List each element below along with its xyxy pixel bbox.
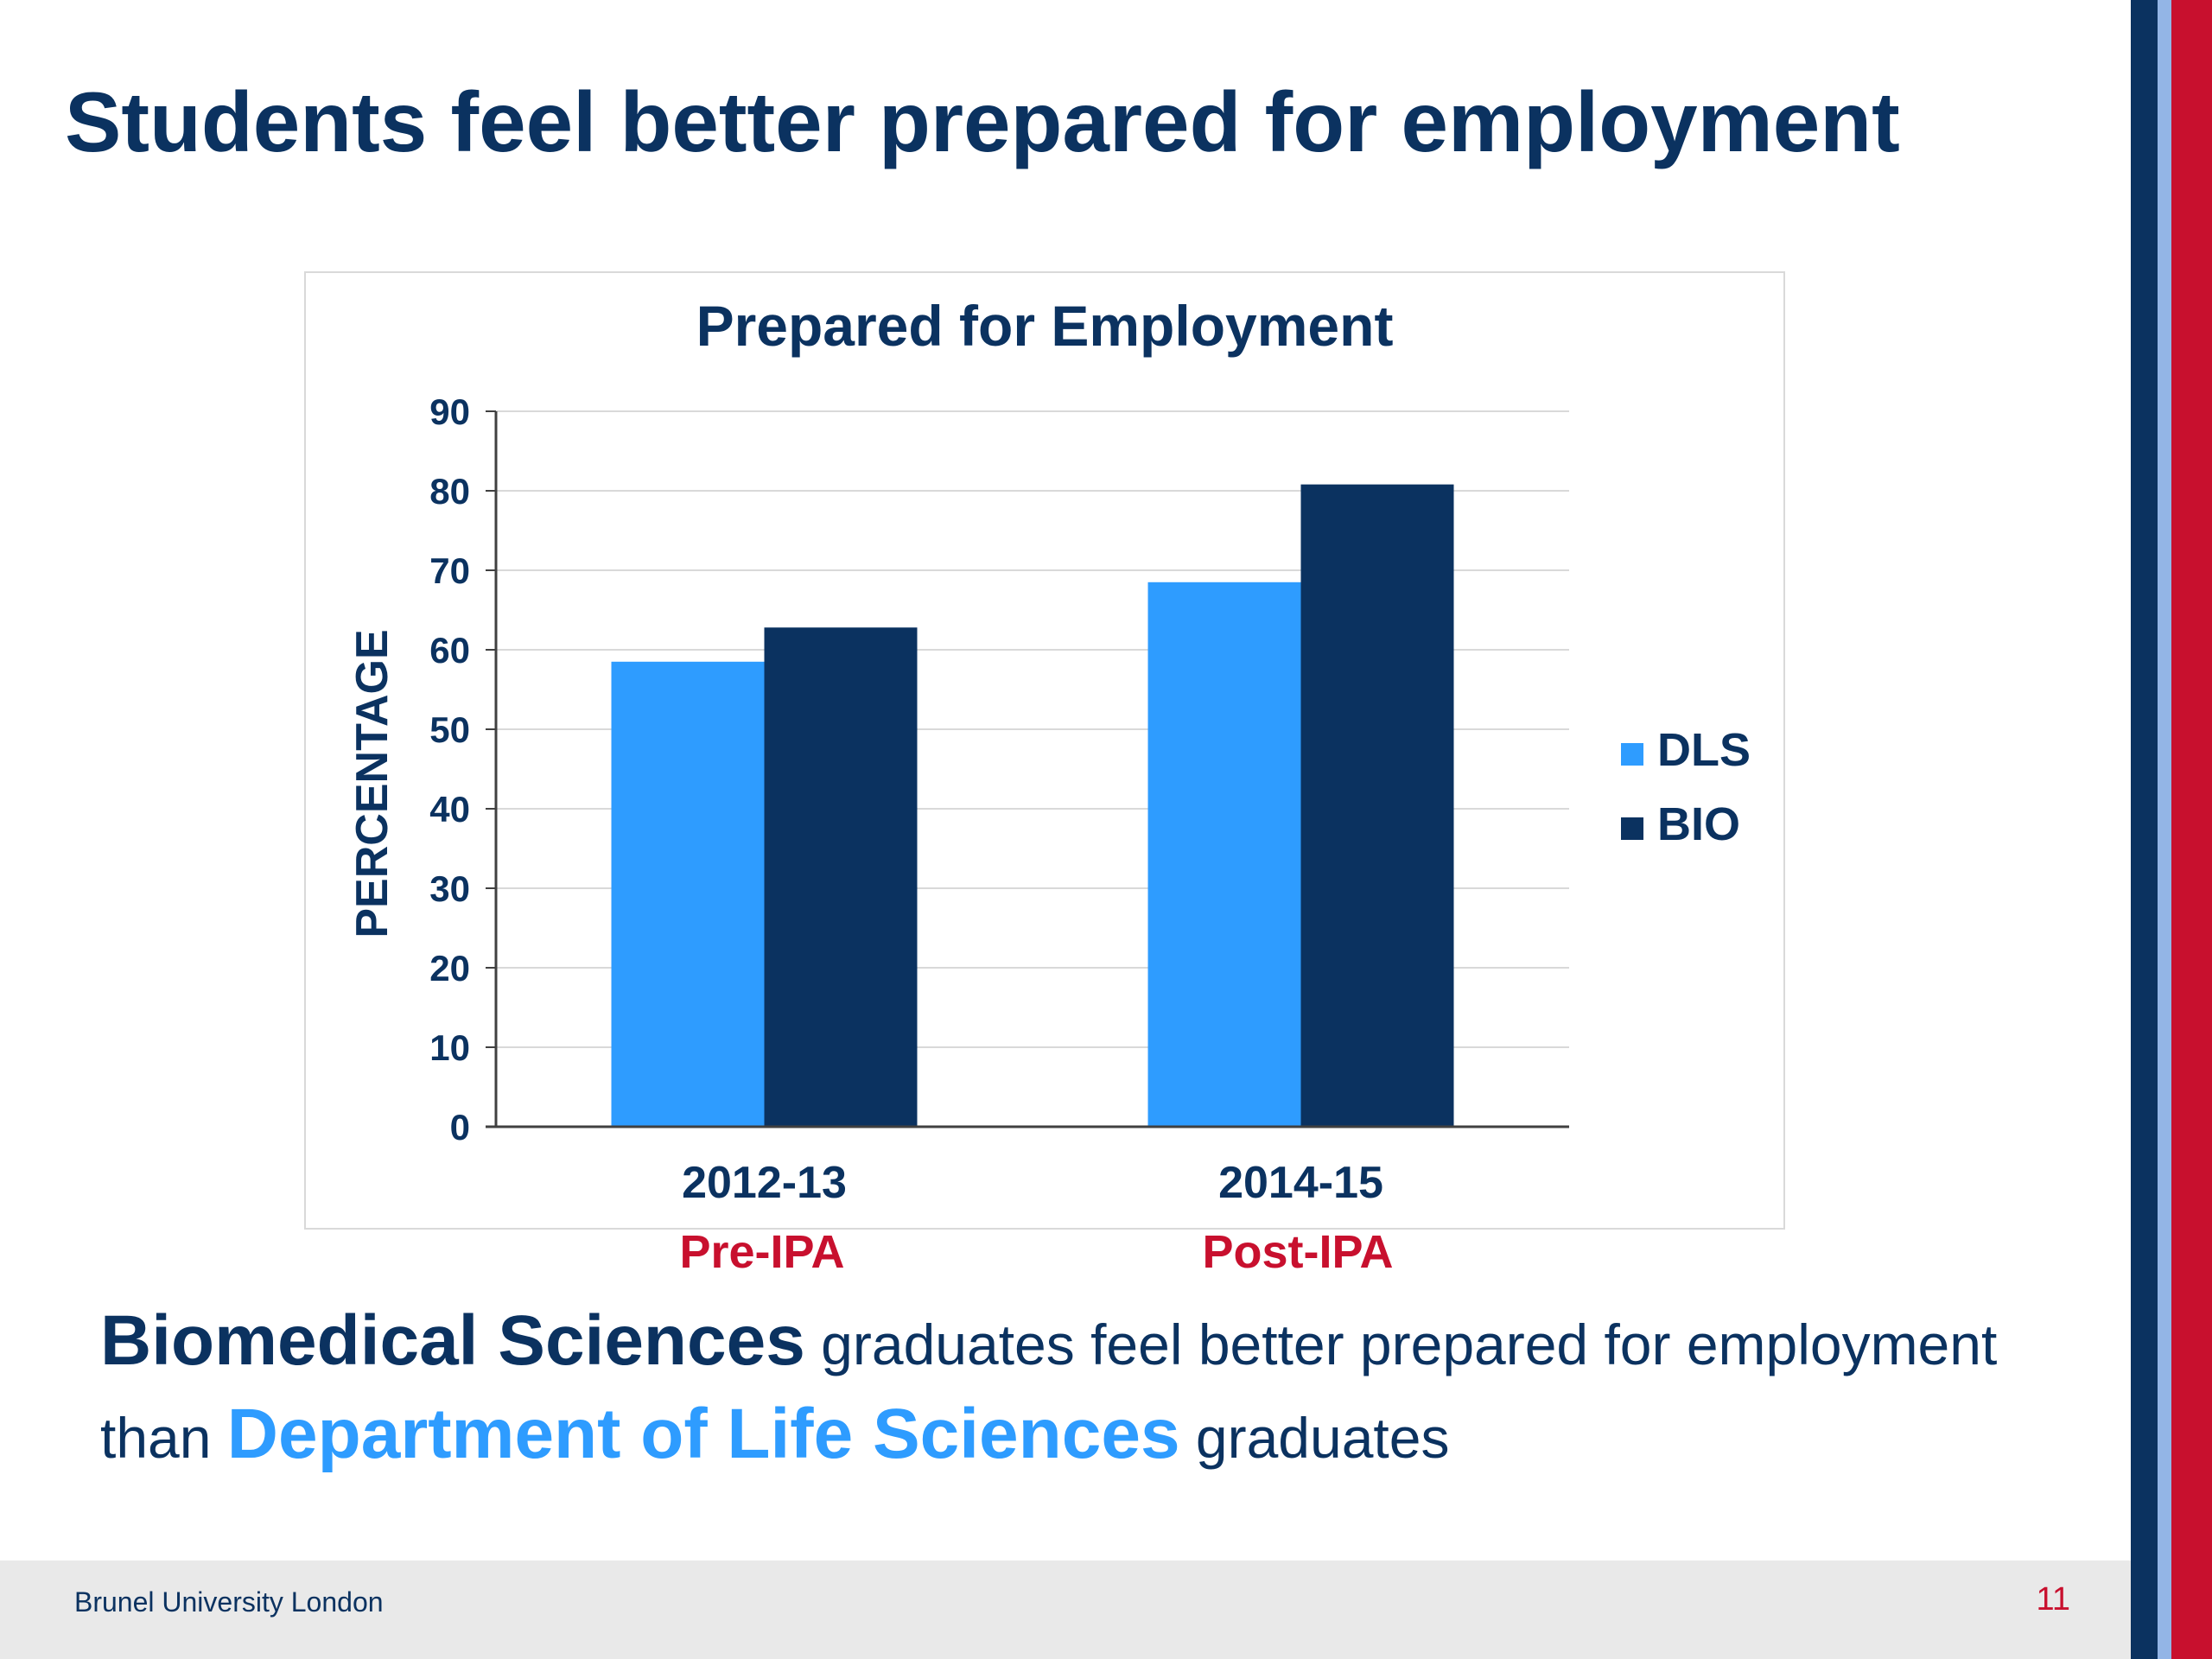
y-tick-label: 50 — [429, 709, 470, 750]
phase-label-pre: Pre-IPA — [679, 1226, 845, 1278]
y-tick-label: 30 — [429, 868, 470, 909]
y-tick-label: 80 — [429, 471, 470, 512]
summary-dls-name: Department of Life Sciences — [226, 1395, 1180, 1473]
x-tick-label: 2014-15 — [1218, 1158, 1383, 1208]
footer-organization: Brunel University London — [74, 1586, 384, 1618]
y-tick-label: 20 — [429, 948, 470, 988]
bar-bio-2014-15 — [1300, 484, 1454, 1127]
x-tick-labels: 2012-13 2014-15 — [682, 1158, 1383, 1208]
summary-bio-name: Biomedical Sciences — [100, 1301, 805, 1380]
summary-text: Biomedical Sciences graduates feel bette… — [100, 1296, 2044, 1483]
chart-frame: Prepared for Employment PERCENTAGE 0 10 20… — [304, 271, 1785, 1230]
y-tick-label: 70 — [429, 550, 470, 591]
x-tick-label: 2012-13 — [682, 1158, 847, 1208]
bar-dls-2012-13 — [611, 661, 765, 1127]
legend-label-bio: BIO — [1657, 798, 1740, 850]
legend-swatch-dls — [1621, 743, 1643, 766]
y-tick-label: 10 — [429, 1027, 470, 1068]
bar-chart: Prepared for Employment PERCENTAGE 0 10 20… — [347, 294, 1751, 1208]
y-tick-label: 0 — [450, 1107, 470, 1147]
brand-stripe-light — [2158, 0, 2171, 1659]
y-axis-label: PERCENTAGE — [347, 629, 397, 938]
slide-title: Students feel better prepared for employ… — [65, 74, 1900, 169]
page-number: 11 — [2036, 1581, 2070, 1618]
legend-swatch-bio — [1621, 817, 1643, 840]
summary-text-1: graduates feel better prepared for emplo… — [100, 1313, 1998, 1470]
legend: DLS BIO — [1621, 724, 1751, 850]
brand-stripe-navy — [2131, 0, 2158, 1659]
y-tick-label: 40 — [429, 789, 470, 830]
chart-title: Prepared for Employment — [696, 294, 1394, 358]
phase-label-post: Post-IPA — [1202, 1226, 1394, 1278]
y-tick-label: 90 — [429, 391, 470, 432]
bar-bio-2012-13 — [764, 627, 918, 1127]
y-tick-labels: 0 10 20 30 40 50 60 70 80 90 — [429, 391, 470, 1147]
axes — [486, 410, 1569, 1128]
bars — [611, 484, 1454, 1127]
summary-text-2: graduates — [1179, 1406, 1450, 1470]
footer-bar — [0, 1560, 2131, 1659]
brand-stripe-red — [2171, 0, 2212, 1659]
legend-label-dls: DLS — [1657, 724, 1751, 776]
bar-dls-2014-15 — [1147, 582, 1301, 1127]
y-tick-label: 60 — [429, 630, 470, 671]
